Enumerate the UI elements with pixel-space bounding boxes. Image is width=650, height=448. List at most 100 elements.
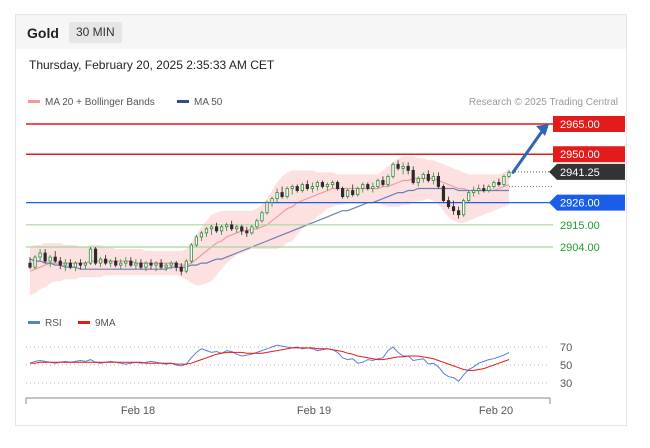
candle-body [421, 174, 425, 179]
x-tick-label: Feb 18 [121, 405, 155, 417]
price-chart: MA 20 + Bollinger Bands MA 50 Research ©… [26, 97, 625, 296]
candle-body [28, 262, 32, 268]
candle-body [129, 260, 133, 266]
candle-body [376, 180, 380, 187]
legend-label-9ma: 9MA [95, 318, 116, 329]
candle-body [88, 248, 93, 264]
candle-body [139, 262, 143, 268]
chart-widget: Gold 30 MIN Thursday, February 20, 2025 … [15, 14, 627, 426]
candle-body [462, 200, 466, 216]
candle-body [290, 186, 294, 189]
candle-body [351, 190, 355, 195]
candle-body [482, 188, 486, 191]
candle-body [169, 262, 173, 266]
ma50-line [29, 187, 509, 270]
candle-body [391, 163, 395, 177]
candle-body [396, 163, 400, 169]
bollinger-band [30, 156, 509, 296]
candle-body [209, 226, 214, 230]
price-label: 2915.00 [560, 220, 600, 232]
candle-body [149, 262, 153, 266]
candle-body [315, 182, 320, 187]
legend-swatch-rsi [28, 321, 40, 324]
candle-body [436, 176, 441, 187]
candle-body [63, 262, 67, 266]
price-label: 2941.25 [560, 167, 600, 179]
candle-body [300, 184, 304, 191]
candle-body [381, 180, 385, 185]
candle-body [426, 174, 430, 181]
legend-swatch-ma20 [28, 100, 40, 103]
candle-body [341, 188, 345, 197]
candle-body [159, 262, 163, 268]
price-label: 2965.00 [560, 119, 600, 131]
candle-body [441, 186, 446, 202]
price-label-box [553, 116, 625, 132]
price-label: 2950.00 [560, 149, 600, 161]
candle-body [285, 188, 289, 197]
candle-body [497, 182, 501, 185]
candle-body [446, 200, 451, 208]
rsi-legend: RSI 9MA [28, 318, 116, 329]
candle-body [109, 260, 113, 264]
candle-body [456, 210, 461, 216]
candle-body [487, 186, 491, 191]
candle-body [68, 262, 72, 268]
candle-body [114, 260, 118, 266]
candle-body [189, 244, 193, 262]
candle-body [305, 184, 309, 189]
candle-body [280, 192, 284, 197]
candle-body [245, 230, 249, 234]
candle-body [78, 262, 83, 266]
candle-body [230, 224, 234, 230]
x-axis: Feb 18 Feb 19 Feb 20 [25, 397, 551, 417]
candle-body [260, 212, 264, 222]
legend-label-ma50: MA 50 [194, 97, 223, 108]
candle-body [250, 226, 254, 234]
candle-body [83, 262, 88, 266]
legend-label-ma20: MA 20 + Bollinger Bands [45, 97, 155, 108]
legend-swatch-ma50 [177, 100, 189, 103]
rsi-chart: RSI 9MA 70 50 30 [26, 318, 572, 390]
price-label-box [549, 194, 625, 211]
candle-body [265, 202, 269, 214]
candle-body [416, 178, 420, 183]
instrument-name: Gold [27, 25, 59, 41]
candle-body [406, 165, 410, 171]
candle-body [467, 192, 471, 202]
widget-header: Gold 30 MIN [16, 15, 626, 49]
rsi-level-label: 70 [560, 342, 572, 354]
candle-body [93, 248, 98, 264]
candle-body [386, 176, 390, 185]
candle-body [330, 182, 335, 185]
forecast-arrowhead [536, 124, 549, 136]
candle-body [219, 226, 224, 232]
candle-body [53, 256, 57, 262]
candle-body [33, 256, 37, 268]
research-credit: Research © 2025 Trading Central [469, 97, 618, 108]
candle-body [240, 226, 244, 232]
price-label: 2904.00 [560, 242, 600, 254]
rsi-level-label: 50 [560, 360, 572, 372]
candle-body [356, 188, 360, 195]
candle-body [199, 232, 204, 238]
price-label-box [549, 163, 625, 180]
candle-body [194, 236, 198, 246]
candle-body [124, 260, 128, 264]
candle-body [73, 262, 77, 268]
candle-body [179, 266, 183, 272]
candle-body [255, 220, 259, 228]
rsi-9ma-line [30, 347, 510, 371]
candle-body [119, 262, 123, 266]
candle-body [472, 190, 476, 193]
interval-selector[interactable]: 30 MIN [69, 22, 122, 43]
candle-body [38, 252, 42, 258]
candle-body [361, 184, 365, 189]
candle-body [164, 264, 168, 268]
x-tick-label: Feb 20 [479, 405, 513, 417]
candle-body [295, 186, 299, 191]
candle-body [275, 192, 279, 200]
legend-swatch-9ma [78, 321, 90, 324]
candle-body [507, 171, 511, 177]
